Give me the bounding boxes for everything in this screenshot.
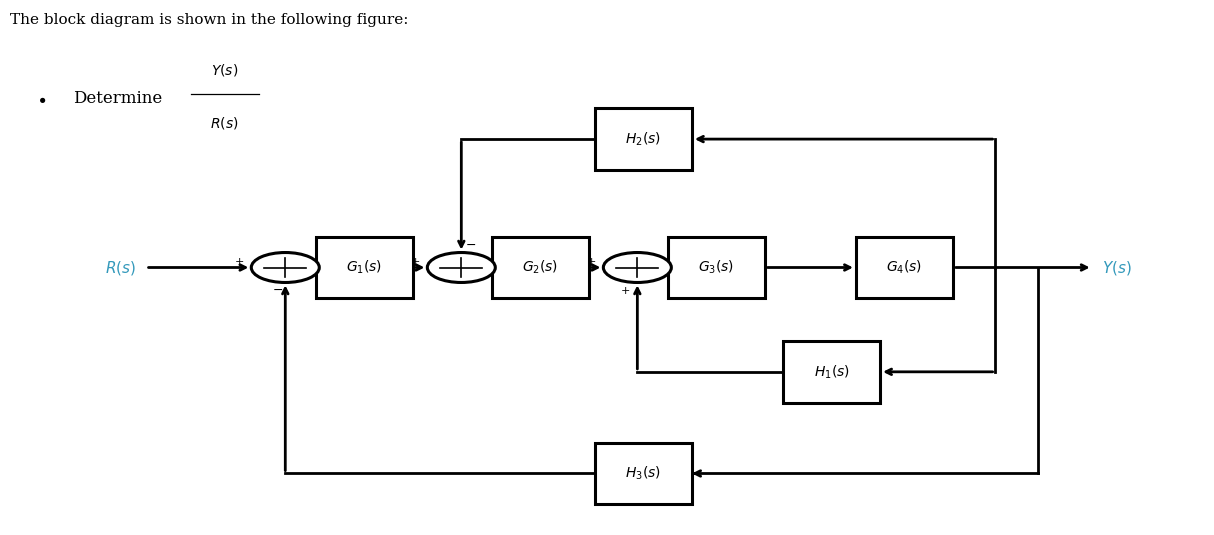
Text: $R(s)$: $R(s)$ bbox=[210, 115, 239, 131]
Text: $H_2(s)$: $H_2(s)$ bbox=[625, 131, 662, 148]
Text: $\bullet$: $\bullet$ bbox=[36, 90, 46, 108]
Text: +: + bbox=[620, 286, 630, 295]
Text: −: − bbox=[273, 284, 283, 297]
FancyBboxPatch shape bbox=[492, 237, 589, 299]
FancyBboxPatch shape bbox=[783, 341, 880, 403]
Text: −: − bbox=[466, 239, 476, 252]
Text: $G_2(s)$: $G_2(s)$ bbox=[522, 259, 558, 276]
Text: Determine: Determine bbox=[73, 90, 163, 108]
Text: $R(s)$: $R(s)$ bbox=[104, 258, 136, 277]
Text: The block diagram is shown in the following figure:: The block diagram is shown in the follow… bbox=[10, 13, 408, 27]
Text: +: + bbox=[586, 257, 596, 267]
Text: $Y(s)$: $Y(s)$ bbox=[1102, 258, 1133, 277]
FancyBboxPatch shape bbox=[316, 237, 413, 299]
Text: $G_3(s)$: $G_3(s)$ bbox=[698, 259, 734, 276]
Text: $H_3(s)$: $H_3(s)$ bbox=[625, 465, 662, 482]
Text: $G_4(s)$: $G_4(s)$ bbox=[886, 259, 923, 276]
Text: +: + bbox=[410, 257, 420, 267]
Text: $G_1(s)$: $G_1(s)$ bbox=[346, 259, 382, 276]
Circle shape bbox=[251, 253, 319, 282]
Circle shape bbox=[427, 253, 495, 282]
FancyBboxPatch shape bbox=[856, 237, 953, 299]
Circle shape bbox=[603, 253, 671, 282]
FancyBboxPatch shape bbox=[668, 237, 765, 299]
FancyBboxPatch shape bbox=[595, 109, 692, 170]
FancyBboxPatch shape bbox=[595, 443, 692, 504]
Text: $Y(s)$: $Y(s)$ bbox=[211, 62, 238, 78]
Text: +: + bbox=[234, 257, 244, 267]
Text: $H_1(s)$: $H_1(s)$ bbox=[813, 363, 850, 380]
